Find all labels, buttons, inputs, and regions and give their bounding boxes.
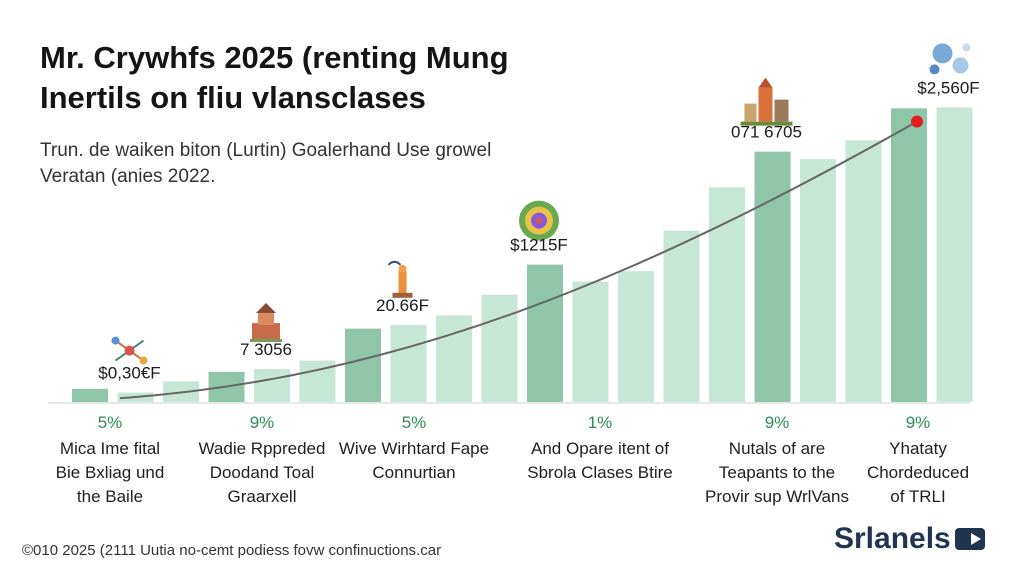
group-label-5-line-3: Provir sup WrlVans xyxy=(705,487,849,506)
chart-subtitle: Trun. de waiken biton (Lurtin) Goalerhan… xyxy=(40,138,491,190)
group-pct-3: 5% xyxy=(402,413,427,432)
group-pct-5: 9% xyxy=(765,413,790,432)
trend-line xyxy=(119,120,918,400)
bar-7 xyxy=(345,328,381,402)
icons-layer xyxy=(111,43,971,365)
bar-10 xyxy=(481,294,518,402)
value-label-6: $2,560F xyxy=(917,78,979,97)
value-labels-layer: $0,30€F 7 3056 20.66F $1215F 071 6705 $2,560F xyxy=(98,78,979,382)
group-label-1-line-3: the Baile xyxy=(77,487,143,506)
bar-15 xyxy=(709,187,745,402)
people-network-icon xyxy=(111,336,148,365)
chart-subtitle-line-2: Veratan (anies 2022. xyxy=(40,166,216,187)
group-label-6-line-1: Yhataty xyxy=(889,439,947,458)
trend-end-marker xyxy=(911,115,923,128)
bar-19 xyxy=(891,108,927,403)
value-label-3: 20.66F xyxy=(376,296,429,315)
chart-subtitle-line-1: Trun. de waiken biton (Lurtin) Goalerhan… xyxy=(40,140,492,161)
group-label-1-line-2: Bie Bxliag und xyxy=(56,463,165,482)
category-groups-layer: 5% Mica Ime fital Bie Bxliag und the Baile 9… xyxy=(56,413,969,506)
group-label-3-line-2: Connurtian xyxy=(372,463,455,482)
group-pct-2: 9% xyxy=(250,413,275,432)
bars-layer xyxy=(72,107,973,403)
value-label-1: $0,30€F xyxy=(98,364,160,383)
bar-13 xyxy=(618,271,654,402)
bar-11 xyxy=(527,264,563,402)
brand-arrow-icon xyxy=(954,528,985,550)
city-skyline-icon xyxy=(740,77,793,126)
group-pct-1: 5% xyxy=(98,413,123,432)
group-label-2-line-3: Graarxell xyxy=(228,487,297,506)
bar-16 xyxy=(754,151,791,402)
bar-20 xyxy=(936,107,973,402)
brand-logo: Srlanels xyxy=(834,522,985,556)
group-label-5-line-2: Teapants to the xyxy=(719,463,835,482)
group-label-2-line-1: Wadie Rppreded xyxy=(199,439,326,458)
value-label-4: $1215F xyxy=(510,236,568,255)
group-label-3-line-1: Wive Wirhtard Fape xyxy=(339,439,489,458)
bar-5 xyxy=(254,369,290,402)
group-label-5-line-1: Nutals of are xyxy=(729,439,825,458)
trend-line-layer xyxy=(119,115,923,400)
brand-name: Srlanels xyxy=(834,522,951,555)
group-label-1-line-1: Mica Ime fital xyxy=(60,439,160,458)
group-label-2-line-2: Doodand Toal xyxy=(210,463,315,482)
bar-17 xyxy=(800,159,836,402)
value-label-5: 071 6705 xyxy=(731,123,802,142)
chart-title-line-2: Inertils on fliu vlansclases xyxy=(40,80,426,115)
bar-8 xyxy=(390,324,427,402)
group-label-6-line-3: of TRLI xyxy=(890,487,945,506)
temple-icon xyxy=(250,303,282,343)
chart-title-line-1: Mr. Crywhfs 2025 (renting Mung xyxy=(40,40,509,75)
footer-copyright: ©010 2025 (2111 Uutia no-cemt podiess fo… xyxy=(22,542,442,559)
bubbles-icon xyxy=(929,43,971,75)
group-pct-4: 1% xyxy=(588,413,613,432)
bar-12 xyxy=(572,281,609,402)
bar-1 xyxy=(72,388,108,402)
group-pct-6: 9% xyxy=(906,413,931,432)
chart-title: Mr. Crywhfs 2025 (renting Mung Inertils … xyxy=(40,38,509,118)
value-label-2: 7 3056 xyxy=(240,340,292,359)
group-label-4-line-2: Sbrola Clases Btire xyxy=(527,463,673,482)
group-label-4-line-1: And Opare itent of xyxy=(531,439,669,458)
bar-18 xyxy=(845,140,882,402)
group-label-6-line-2: Chordeduced xyxy=(867,463,969,482)
statue-icon xyxy=(387,260,413,298)
mandala-icon xyxy=(519,200,559,241)
bar-14 xyxy=(663,230,700,402)
